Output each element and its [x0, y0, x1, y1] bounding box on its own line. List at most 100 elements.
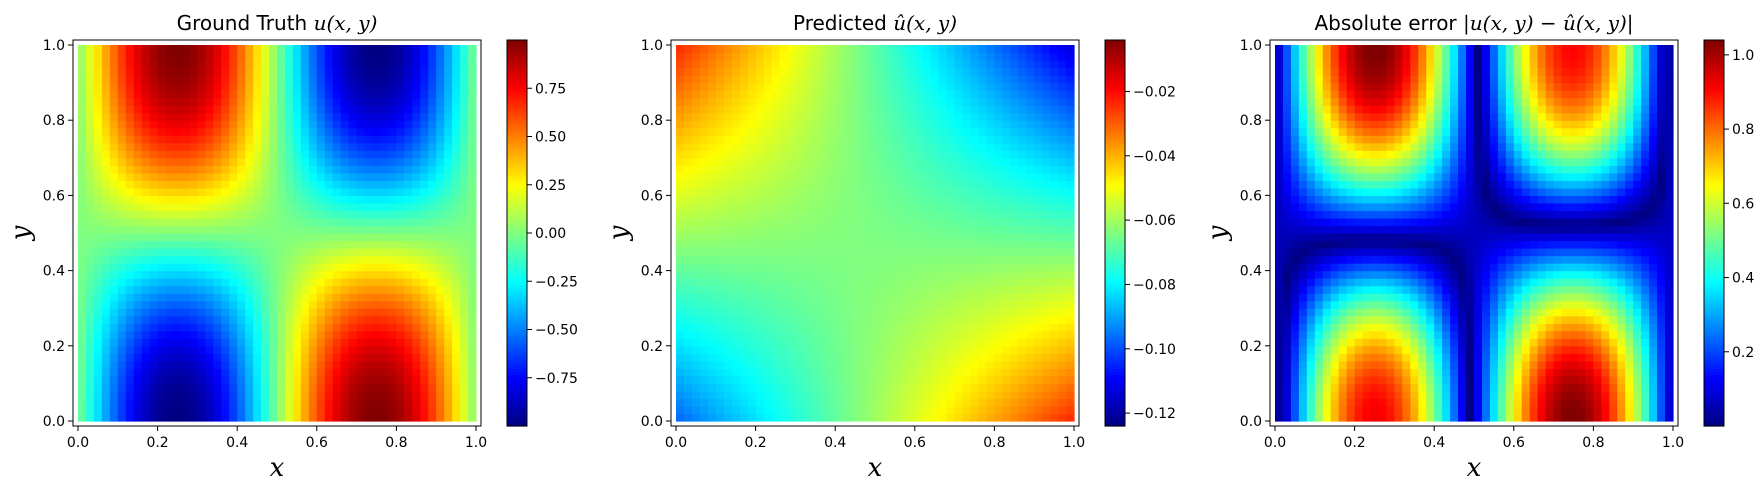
heatmap-cell [364, 157, 374, 166]
colorbar-segment [507, 88, 527, 93]
heatmap-cell [93, 405, 103, 415]
heatmap-cell [978, 263, 988, 272]
heatmap-cell [420, 413, 429, 422]
heatmap-cell [930, 300, 940, 309]
heatmap-cell [348, 353, 358, 362]
heatmap-cell [189, 270, 198, 279]
heatmap-cell [994, 233, 1003, 242]
heatmap-cell [460, 308, 469, 317]
heatmap-cell [324, 398, 334, 407]
heatmap-cell [867, 308, 876, 317]
heatmap-cell [851, 75, 860, 84]
heatmap-cell [835, 240, 844, 249]
heatmap-cell [763, 390, 773, 400]
heatmap-cell [946, 202, 956, 212]
heatmap-cell [914, 383, 924, 392]
heatmap-cell [827, 172, 836, 181]
heatmap-cell [1034, 248, 1043, 257]
heatmap-cell [141, 52, 151, 61]
heatmap-cell [428, 202, 437, 212]
heatmap-cell [683, 338, 693, 347]
heatmap-cell [699, 82, 709, 91]
heatmap-cell [811, 165, 820, 174]
heatmap-cell [412, 338, 421, 347]
heatmap-cell [771, 413, 781, 422]
heatmap-cell [994, 248, 1003, 257]
heatmap-cell [197, 398, 206, 407]
heatmap-cell [978, 45, 988, 54]
heatmap-cell [324, 97, 334, 106]
heatmap-cell [364, 225, 374, 234]
heatmap-cell [835, 270, 844, 279]
heatmap-cell [348, 97, 358, 106]
heatmap-cell [795, 323, 804, 332]
heatmap-cell [676, 248, 685, 257]
heatmap-cell [723, 217, 733, 227]
heatmap-cell [468, 330, 477, 339]
heatmap-cell [380, 360, 390, 369]
heatmap-cell [332, 285, 342, 294]
heatmap-cell [1010, 405, 1019, 415]
heatmap-cell [444, 353, 453, 362]
heatmap-cell [771, 233, 781, 242]
heatmap-cell [388, 165, 397, 174]
heatmap-cell [93, 360, 103, 369]
heatmap-cell [340, 52, 350, 61]
heatmap-cell [197, 240, 206, 249]
heatmap-cell [803, 390, 812, 400]
heatmap-cell [197, 413, 206, 422]
heatmap-cell [197, 285, 206, 294]
heatmap-cell [747, 97, 757, 106]
heatmap-cell [691, 360, 701, 369]
heatmap-cell [117, 180, 127, 189]
heatmap-cell [954, 202, 964, 212]
heatmap-cell [835, 405, 844, 415]
x-axis-label: x [270, 453, 285, 483]
heatmap-cell [683, 82, 693, 91]
heatmap-cell [78, 360, 87, 369]
heatmap-cell [428, 270, 437, 279]
heatmap-cell [946, 405, 956, 415]
heatmap-cell [348, 172, 358, 181]
heatmap-cell [93, 345, 103, 354]
heatmap-cell [811, 210, 820, 219]
heatmap-cell [261, 60, 270, 69]
heatmap-cell [914, 240, 924, 249]
heatmap-cell [133, 353, 143, 362]
colorbar-segment [507, 226, 527, 231]
heatmap-cell [707, 255, 717, 264]
heatmap-cell [213, 112, 222, 121]
heatmap-cell [731, 217, 741, 227]
heatmap-cell [859, 127, 868, 136]
heatmap-cell [819, 240, 828, 249]
heatmap-cell [133, 202, 143, 212]
heatmap-cell [324, 263, 334, 272]
heatmap-cell [779, 278, 789, 287]
heatmap-cell [316, 187, 326, 196]
heatmap-cell [348, 112, 358, 121]
colorbar-segment [507, 78, 527, 83]
heatmap-cell [851, 225, 860, 234]
colorbar-segment [507, 52, 527, 57]
heatmap-cell [731, 293, 741, 302]
heatmap-cell [117, 240, 127, 249]
heatmap-cell [316, 338, 326, 347]
heatmap-cell [404, 263, 413, 272]
heatmap-cell [875, 360, 884, 369]
heatmap-cell [364, 360, 374, 369]
heatmap-cell [85, 390, 95, 400]
heatmap-cell [229, 375, 238, 384]
chart-title-math: u(x, y) [314, 11, 378, 35]
heatmap-cell [946, 195, 956, 204]
heatmap-cell [906, 390, 916, 400]
heatmap-cell [946, 135, 956, 144]
heatmap-cell [867, 97, 876, 106]
heatmap-cell [978, 315, 988, 324]
heatmap-cell [954, 308, 964, 317]
heatmap-cell [747, 240, 757, 249]
heatmap-cells [676, 45, 1075, 422]
heatmap-cell [261, 338, 270, 347]
heatmap-cell [253, 383, 262, 392]
heatmap-cell [803, 398, 812, 407]
heatmap-cell [300, 135, 310, 144]
